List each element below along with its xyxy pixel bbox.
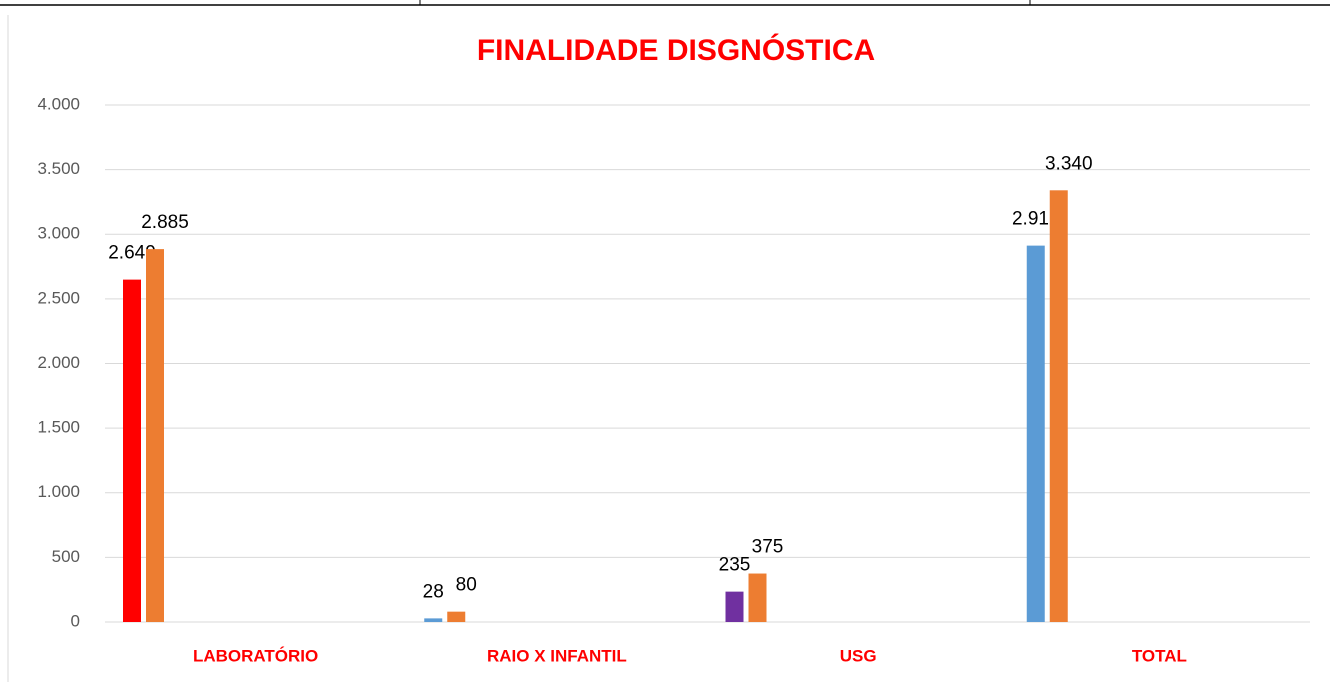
bar xyxy=(424,618,443,622)
x-tick-label: RAIO X INFANTIL xyxy=(487,646,627,665)
data-label: 235 xyxy=(719,555,751,576)
bar xyxy=(123,279,141,622)
data-label: 80 xyxy=(456,575,477,596)
chart-title: FINALIDADE DISGNÓSTICA xyxy=(477,33,875,67)
x-tick-label: LABORATÓRIO xyxy=(193,646,318,665)
data-label: 2.885 xyxy=(141,212,189,233)
data-label: 28 xyxy=(423,581,444,602)
y-tick-label: 2.500 xyxy=(37,288,80,307)
y-tick-label: 2.000 xyxy=(37,353,80,372)
y-tick-label: 0 xyxy=(71,611,80,630)
bar xyxy=(1026,245,1045,622)
x-tick-label: USG xyxy=(840,646,877,665)
data-label: 2.649 xyxy=(108,243,156,264)
bar xyxy=(146,249,164,622)
bar xyxy=(1049,190,1068,622)
data-label: 3.340 xyxy=(1045,153,1093,174)
y-tick-label: 500 xyxy=(52,547,80,566)
x-tick-label: TOTAL xyxy=(1132,646,1187,665)
bar xyxy=(725,591,744,622)
data-label: 375 xyxy=(752,537,784,558)
y-tick-label: 1.000 xyxy=(37,482,80,501)
y-tick-label: 3.500 xyxy=(37,159,80,178)
y-tick-label: 4.000 xyxy=(37,94,80,113)
y-tick-label: 3.000 xyxy=(37,224,80,243)
data-label: 2.912 xyxy=(1012,209,1060,230)
y-tick-label: 1.500 xyxy=(37,418,80,437)
bar xyxy=(447,611,466,622)
bar xyxy=(748,573,767,622)
